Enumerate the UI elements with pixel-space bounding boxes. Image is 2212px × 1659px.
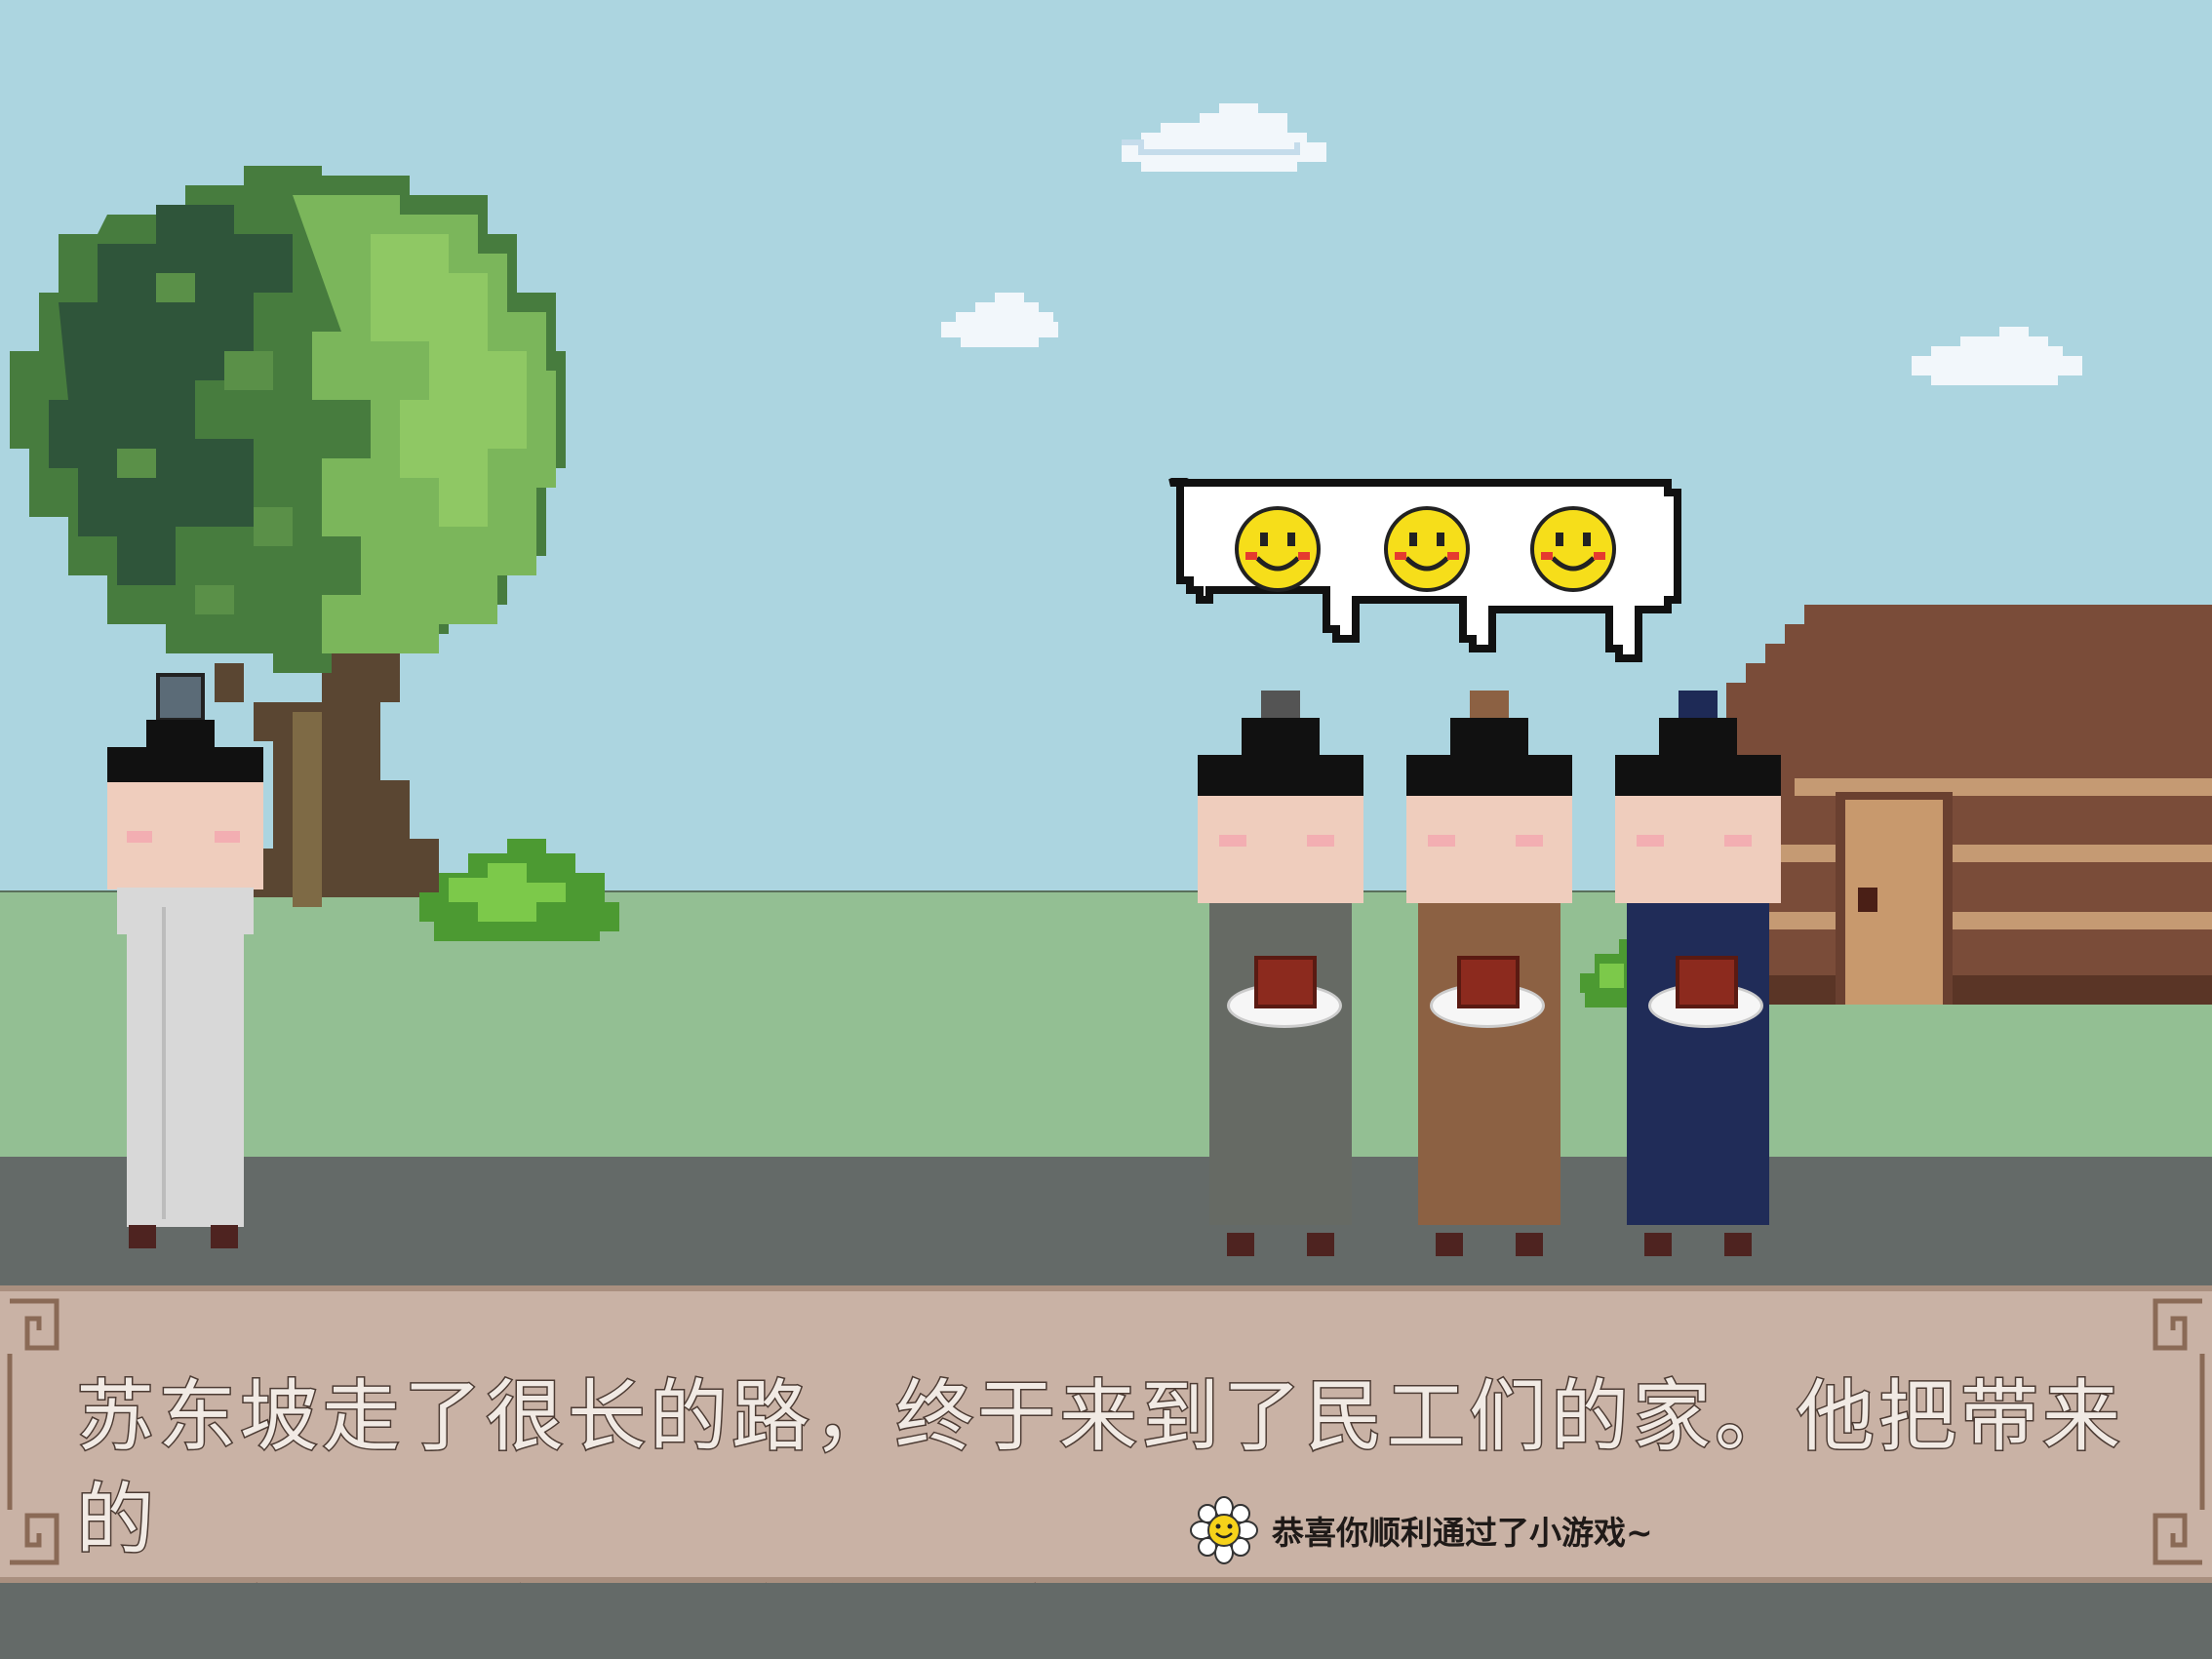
ornament-right: [2153, 1298, 2205, 1565]
house: [1726, 605, 2212, 1005]
smiley-icon: [1235, 506, 1321, 592]
congrats-badge: 恭喜你顺利通过了小游戏~: [1190, 1496, 1653, 1564]
cloud: [1122, 103, 1326, 172]
worker-character-gray: [1198, 691, 1363, 1256]
road-bottom: [0, 1583, 2212, 1659]
road: [0, 1157, 2212, 1293]
cloud: [1912, 327, 2082, 385]
braised-pork-icon: [1254, 956, 1317, 1008]
worker-character-brown: [1406, 691, 1572, 1256]
ornament-left: [7, 1298, 59, 1565]
braised-pork-icon: [1676, 956, 1738, 1008]
dialog-box[interactable]: [0, 1285, 2212, 1583]
smiley-icon: [1530, 506, 1616, 592]
congrats-text: 恭喜你顺利通过了小游戏~: [1272, 1514, 1653, 1552]
braised-pork-icon: [1457, 956, 1520, 1008]
smiley-icon: [1384, 506, 1470, 592]
su-dongpo-character: [98, 673, 273, 1258]
flower-smiley-icon: [1190, 1496, 1258, 1564]
tree: [10, 166, 566, 907]
cloud: [941, 293, 1058, 347]
worker-character-navy: [1615, 691, 1781, 1256]
dialog-line-1: 苏东坡走了很长的路，终于来到了民工们的家。他把带来的: [75, 1370, 2124, 1567]
bush: [419, 839, 619, 941]
